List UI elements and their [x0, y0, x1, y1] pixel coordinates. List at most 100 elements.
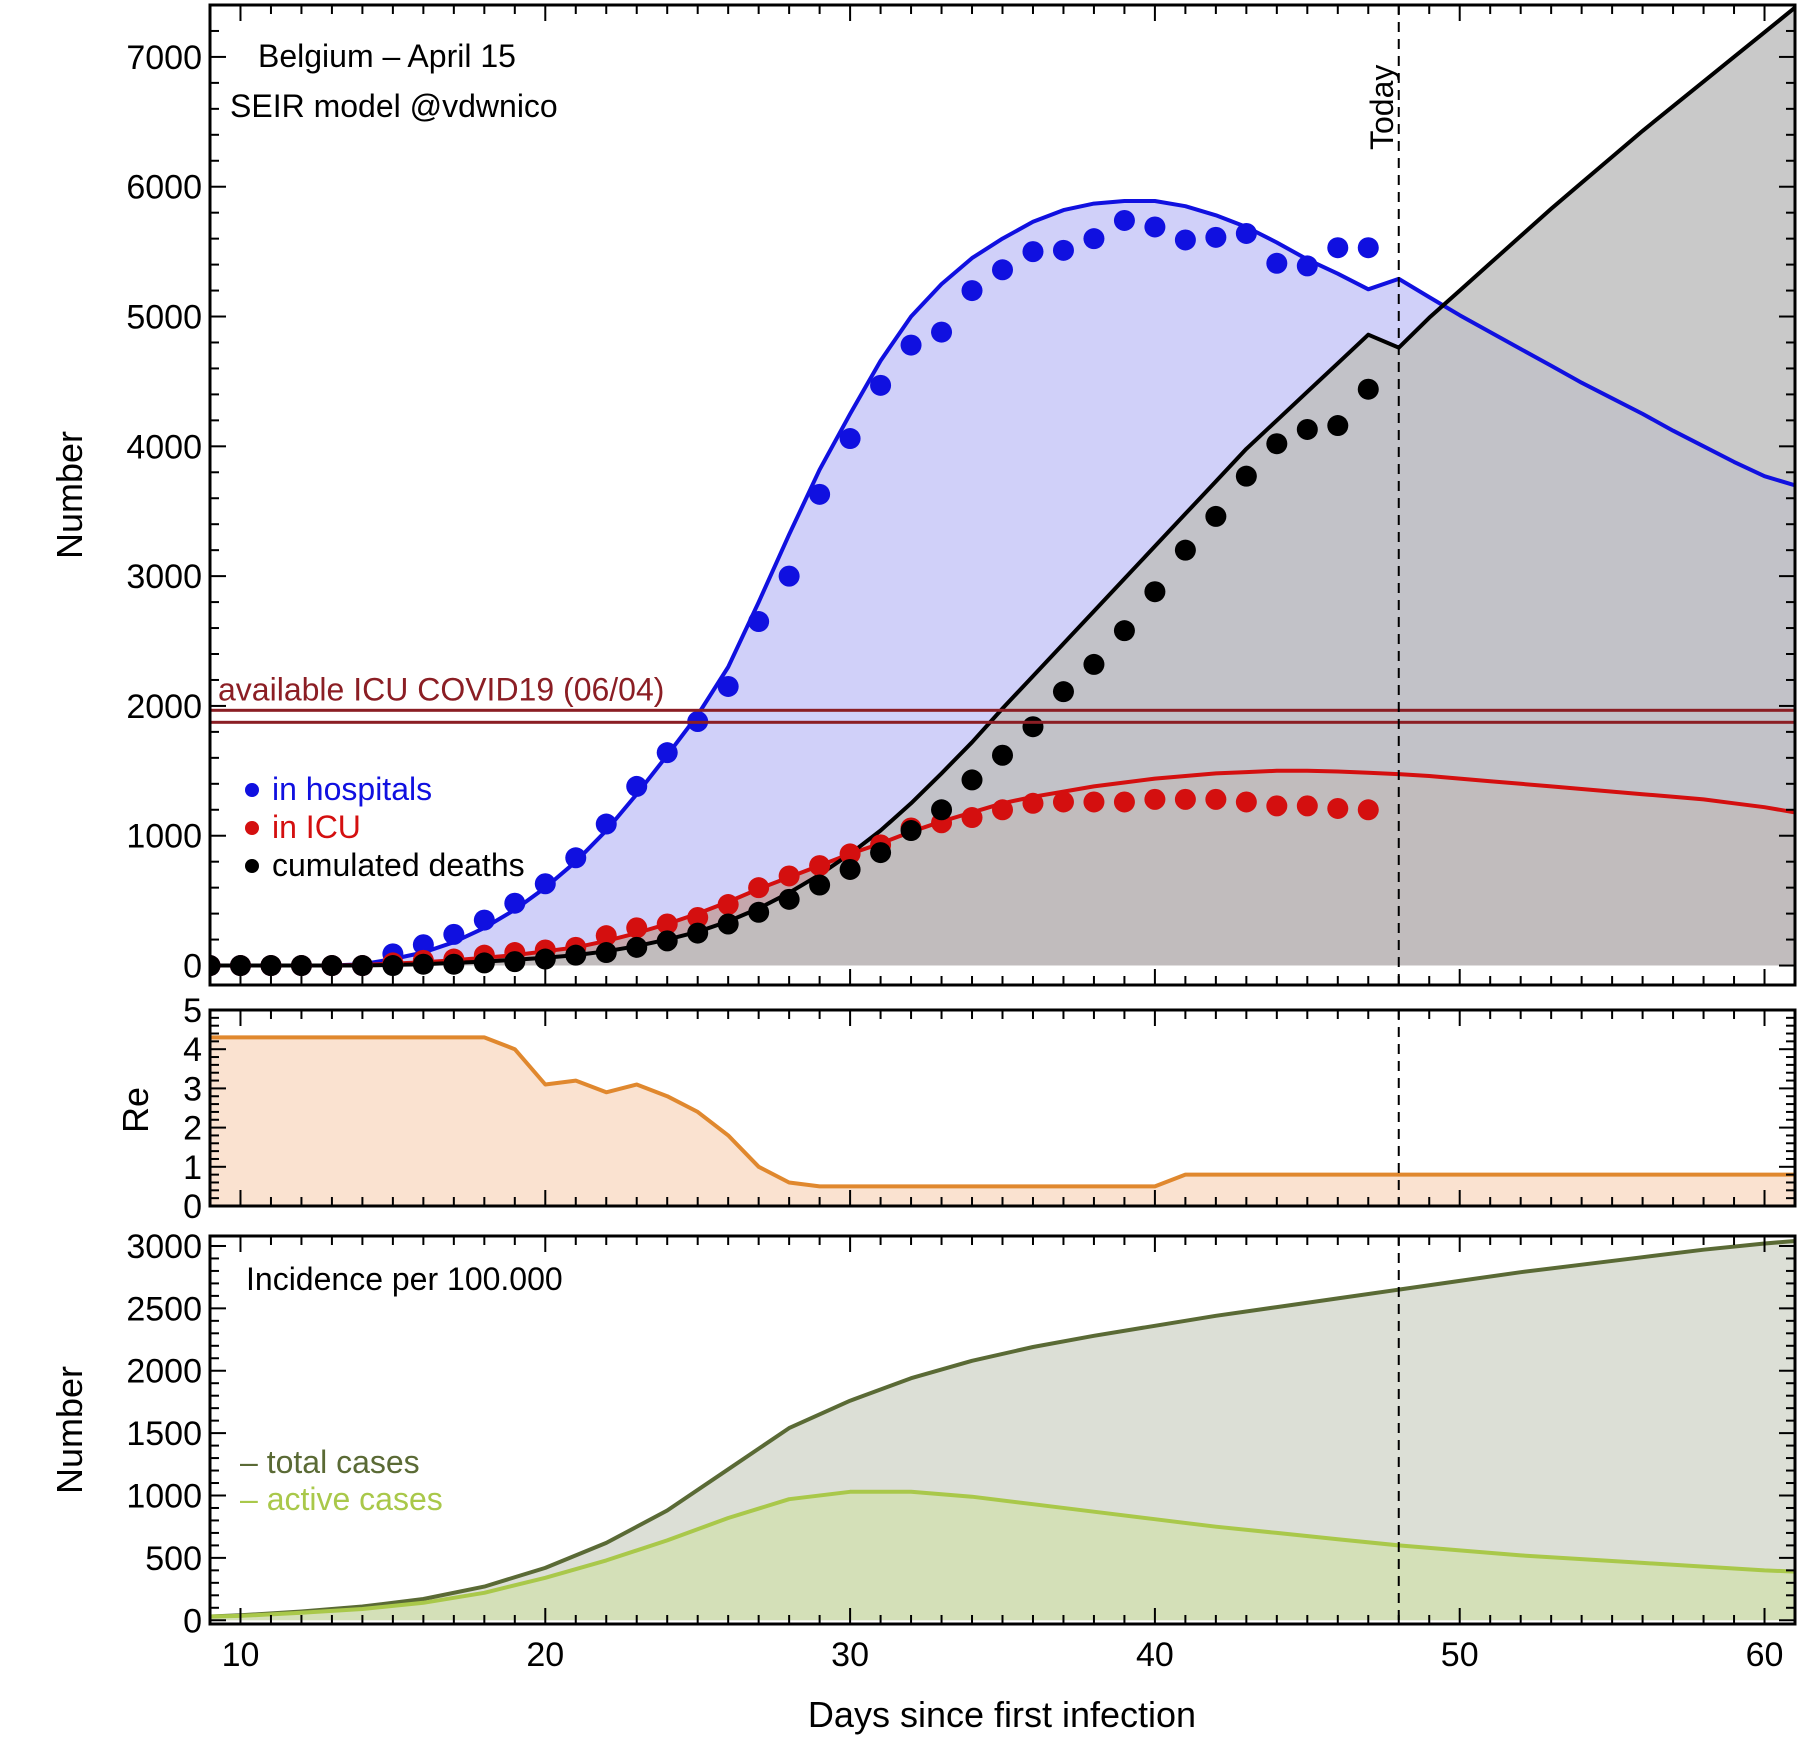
in-hospitals-point — [931, 321, 953, 343]
bottom-chart-title: Incidence per 100.000 — [246, 1261, 563, 1297]
x-tick-label: 40 — [1136, 1636, 1174, 1674]
in-icu-point — [839, 843, 861, 865]
in-icu-point — [595, 925, 617, 947]
cumulated-deaths-point — [778, 888, 800, 910]
x-axis-title: Days since first infection — [808, 1694, 1196, 1735]
re-area — [210, 1037, 1795, 1206]
top-y-axis-title: Number — [49, 431, 90, 559]
in-hospitals-point — [1052, 239, 1074, 261]
cumulated-deaths-point — [687, 922, 709, 944]
cumulated-deaths-point — [809, 874, 831, 896]
in-hospitals-point — [1205, 226, 1227, 248]
active-cases-line — [210, 1489, 1795, 1619]
in-icu-point — [1052, 791, 1074, 813]
in-icu-point — [687, 907, 709, 929]
in-hospitals-point — [1083, 228, 1105, 250]
bottom-y-tick-label: 2000 — [126, 1353, 202, 1391]
in-icu-point — [809, 855, 831, 877]
in-hospitals-point — [534, 873, 556, 895]
cumulated-deaths-point — [290, 955, 312, 977]
in-hospitals-point — [1174, 229, 1196, 251]
bottom-y-tick-label: 3000 — [126, 1228, 202, 1266]
icu-capacity-label: available ICU COVID19 (06/04) — [218, 671, 664, 707]
bottom-y-tick-label: 500 — [145, 1540, 202, 1578]
in-icu-point — [1174, 788, 1196, 810]
middle-y-axis-title: Re — [115, 1087, 156, 1133]
top-y-tick-label: 7000 — [126, 39, 202, 77]
in-hospitals-point — [595, 813, 617, 835]
in-hospitals-point — [1266, 252, 1288, 274]
x-tick-label: 20 — [526, 1636, 564, 1674]
in-hospitals-point — [961, 280, 983, 302]
bottom-legend: – total cases– active cases — [240, 1444, 443, 1517]
in-icu-point — [961, 807, 983, 829]
in-hospitals-model-line — [210, 199, 1795, 968]
cumulated-deaths-point — [1144, 581, 1166, 603]
cumulated-deaths-point — [717, 913, 739, 935]
in-icu-point — [1022, 792, 1044, 814]
in-hospitals-point — [748, 611, 770, 633]
x-tick-label: 30 — [831, 1636, 869, 1674]
total-cases-legend-label: – total cases — [240, 1444, 420, 1480]
top-panel: available ICU COVID19 (06/04) Today 0 100… — [49, 3, 1797, 987]
bottom-y-tick-label: 0 — [183, 1602, 202, 1640]
cumulated-deaths-point — [260, 955, 282, 977]
top-y-tick-label: 2000 — [126, 688, 202, 726]
cumulated-deaths-point — [321, 955, 343, 977]
in-hospitals-point — [656, 742, 678, 764]
cumulated-deaths-point — [1174, 539, 1196, 561]
middle-y-tick-label: 2 — [183, 1110, 202, 1148]
in-icu-point — [778, 865, 800, 887]
cumulated-deaths-point — [473, 952, 495, 974]
cumulated-deaths-point — [1235, 465, 1257, 487]
active-cases-legend-label: – active cases — [240, 1481, 443, 1517]
bottom-y-tick-label: 1500 — [126, 1415, 202, 1453]
in-icu-point — [1113, 791, 1135, 813]
in-icu-point — [992, 799, 1013, 821]
bottom-panel: 0 500 1000 1500 2000 2500 3000 10 20 30 40 50 60 Num… — [49, 1228, 1797, 1735]
re-line — [210, 1035, 1795, 1189]
cumulated-deaths-point — [443, 953, 465, 975]
x-tick-label: 60 — [1746, 1636, 1784, 1674]
bottom-y-tick-label: 1000 — [126, 1477, 202, 1515]
top-y-tick-label: 1000 — [126, 818, 202, 856]
in-hospitals-point — [412, 934, 434, 956]
cumulated-deaths-point — [1083, 653, 1105, 675]
in-hospitals-point — [809, 483, 831, 505]
middle-y-tick-label: 3 — [183, 1070, 202, 1108]
cumulated-deaths-point — [595, 942, 617, 964]
top-y-tick-label: 0 — [183, 948, 202, 986]
top-y-tick-label: 6000 — [126, 169, 202, 207]
cumulated-deaths-point — [870, 842, 892, 864]
cumulated-deaths-point — [626, 936, 648, 958]
today-label: Today — [1364, 65, 1400, 150]
in-hospitals-legend-label: in hospitals — [272, 771, 432, 807]
x-tick-label: 10 — [222, 1636, 260, 1674]
cumulated-deaths-point — [1022, 716, 1044, 738]
in-hospitals-point — [565, 847, 587, 869]
middle-y-tick-label: 1 — [183, 1149, 202, 1187]
in-icu-point — [656, 913, 678, 935]
cumulated-deaths-point — [1327, 415, 1349, 437]
cumulated-deaths-point — [992, 744, 1013, 766]
cumulated-deaths-point — [1357, 378, 1379, 400]
bottom-y-tick-label: 2500 — [126, 1290, 202, 1328]
cumulated-deaths-point — [565, 944, 587, 966]
in-hospitals-point — [1327, 237, 1349, 259]
cumulated-deaths-point — [961, 769, 983, 791]
in-icu-point — [1144, 788, 1166, 810]
cumulated-deaths-point — [351, 955, 373, 977]
x-tick-label: 50 — [1441, 1636, 1479, 1674]
in-icu-point — [1235, 791, 1257, 813]
total-cases-line — [210, 1239, 1795, 1619]
cumulated-deaths-point — [412, 953, 434, 975]
in-icu-point — [1083, 791, 1105, 813]
in-hospitals-point — [1144, 216, 1166, 238]
middle-y-tick-label: 0 — [183, 1188, 202, 1226]
top-chart-title: Belgium – April 15 — [258, 38, 516, 74]
cumulated-deaths-point — [1266, 433, 1288, 455]
in-icu-legend-marker — [245, 821, 259, 835]
cumulated-deaths-point — [931, 799, 953, 821]
